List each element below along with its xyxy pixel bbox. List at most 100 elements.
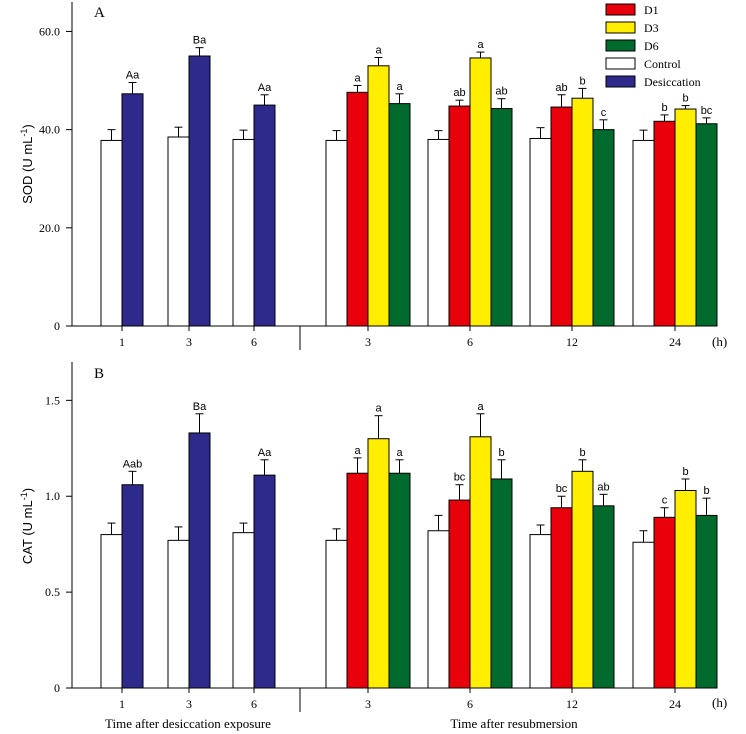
panel-b-d3-bar-letter: a <box>375 403 382 415</box>
xlabel-resubmersion: Time after resubmersion <box>450 716 578 731</box>
panel-b-control-bar <box>427 530 450 689</box>
panel-b-unit-label: (h) <box>712 695 727 710</box>
panel-a-d6-bar-letter: c <box>601 107 607 119</box>
panel-a-xtick-label: 6 <box>251 335 257 349</box>
panel-a-d6-bar <box>695 123 718 327</box>
panel-a-control-bar <box>529 137 552 327</box>
panel-a-d1-bar <box>653 120 676 327</box>
panel-b-d3-bar-letter: b <box>579 447 585 459</box>
panel-a-d1-bar-letter: a <box>354 72 361 84</box>
panel-b-d3-bar <box>367 438 390 689</box>
panel-a-xtick-label: 6 <box>467 335 473 349</box>
panel-a-control-bar <box>232 138 255 327</box>
panel-a-d6-bar <box>388 103 411 327</box>
panel-b-control-bar <box>529 534 552 689</box>
panel-b-d6-bar <box>388 472 411 689</box>
panel-b-d6-bar <box>695 514 718 689</box>
panel-a-xtick-label: 1 <box>119 335 125 349</box>
panel-a-xtick-label: 3 <box>186 335 192 349</box>
panel-b-xtick-label: 6 <box>251 697 257 711</box>
legend-swatch-d6 <box>605 39 636 52</box>
panel-b-ytick-label: 0.5 <box>45 585 60 599</box>
panel-b-xtick-label: 1 <box>119 697 125 711</box>
panel-a-ytick-label: 0 <box>54 319 60 333</box>
panel-b-d6-bar <box>490 478 513 689</box>
panel-a-control-bar <box>325 139 348 327</box>
panel-a-d1-bar <box>550 106 573 327</box>
panel-b-ytick-label: 1.5 <box>45 393 60 407</box>
panel-a-control-bar <box>100 139 123 327</box>
panel-a-d6-bar-letter: a <box>396 81 403 93</box>
panel-b-ytick-label: 0 <box>54 681 60 695</box>
panel-a-xtick-label: 24 <box>669 335 681 349</box>
panel-b-d3-bar <box>571 470 594 689</box>
panel-b-d6-bar <box>592 505 615 689</box>
panel-a-d1-bar <box>346 91 369 327</box>
panel-b-control-bar <box>325 539 348 689</box>
panel-a-d3-bar <box>674 108 697 327</box>
panel-b-label: B <box>94 366 104 382</box>
panel-a-ytick-label: 60.0 <box>39 24 60 38</box>
panel-a-d3-bar-letter: a <box>375 44 382 56</box>
panel-b-ylabel-sup: -1 <box>19 492 29 500</box>
panel-b-xtick-label: 3 <box>186 697 192 711</box>
panel-b-control-bar <box>167 539 190 689</box>
panel-b-xtick-label: 12 <box>566 697 578 711</box>
panel-a-control-bar <box>427 138 450 327</box>
panel-b-desiccation-bar-letter: Aa <box>258 447 272 459</box>
panel-a-desiccation-bar <box>253 104 276 327</box>
panel-a-d3-bar-letter: b <box>682 93 688 105</box>
panel-a-d6-bar-letter: ab <box>495 86 507 98</box>
panel-b-d3-bar-letter: a <box>477 401 484 413</box>
panel-b-control-bar <box>632 541 655 689</box>
panel-a-d1-bar-letter: b <box>661 102 667 114</box>
panel-b-ylabel: CAT (U mL-1) <box>19 488 35 564</box>
panel-b-desiccation-bar <box>188 432 211 689</box>
panel-a-desiccation-bar-letter: Ba <box>193 35 207 47</box>
panel-b-desiccation-bar-letter: Aab <box>123 458 143 470</box>
panel-b-control-bar <box>232 532 255 689</box>
panel-b-d6-bar-letter: a <box>396 447 403 459</box>
panel-a-d3-bar-letter: a <box>477 39 484 51</box>
panel-a-control-bar <box>632 139 655 327</box>
panel-b-d1-bar <box>346 472 369 689</box>
panel-a-unit-label: (h) <box>712 334 727 349</box>
panel-a-d3-bar <box>469 57 492 327</box>
panel-b-xtick-label: 6 <box>467 697 473 711</box>
panel-a-d6-bar <box>592 129 615 327</box>
panel-a-ylabel-sup: -1 <box>19 129 29 137</box>
panel-a-xtick-label: 12 <box>566 335 578 349</box>
legend-label-control: Control <box>644 57 681 71</box>
panel-a-control-bar <box>167 136 190 327</box>
legend-label-d3: D3 <box>644 21 659 35</box>
panel-a-desiccation-bar <box>121 93 144 327</box>
panel-a-d3-bar-letter: b <box>579 75 585 87</box>
panel-a-ytick-label: 20.0 <box>39 221 60 235</box>
panel-a-d1-bar <box>448 105 471 327</box>
panel-b-control-bar <box>100 534 123 689</box>
panel-b-xtick-label: 24 <box>669 697 681 711</box>
panel-a-ylabel: SOD (U mL-1) <box>19 124 35 204</box>
panel-a: A SOD (U mL-1) (h) 0 20.0 40.0 60.0 Aa 1 Ba 3 A… <box>19 2 727 350</box>
panel-b-desiccation-bar-letter: Ba <box>193 401 207 413</box>
legend-swatch-desiccation <box>605 75 636 88</box>
panel-b-d1-bar-letter: a <box>354 445 361 457</box>
panel-a-desiccation-bar <box>188 55 211 327</box>
panel-b-d1-bar <box>550 507 573 689</box>
panel-b-d1-bar-letter: c <box>662 495 668 507</box>
panel-a-d3-bar <box>571 97 594 327</box>
panel-b-d6-bar-letter: ab <box>597 481 609 493</box>
panel-b-d6-bar-letter: b <box>498 447 504 459</box>
panel-a-desiccation-bar-letter: Aa <box>258 82 272 94</box>
panel-b-desiccation-bar <box>121 484 144 689</box>
panel-a-d1-bar-letter: ab <box>555 82 567 94</box>
panel-b-d3-bar-letter: b <box>682 466 688 478</box>
panel-b-desiccation-bar <box>253 474 276 689</box>
panel-b-xtick-label: 3 <box>365 697 371 711</box>
panel-b-d3-bar <box>674 489 697 689</box>
panel-b-d1-bar-letter: bc <box>556 483 568 495</box>
panel-a-d1-bar-letter: ab <box>453 87 465 99</box>
panel-b-d6-bar-letter: b <box>703 485 709 497</box>
panel-a-d3-bar <box>367 65 390 327</box>
